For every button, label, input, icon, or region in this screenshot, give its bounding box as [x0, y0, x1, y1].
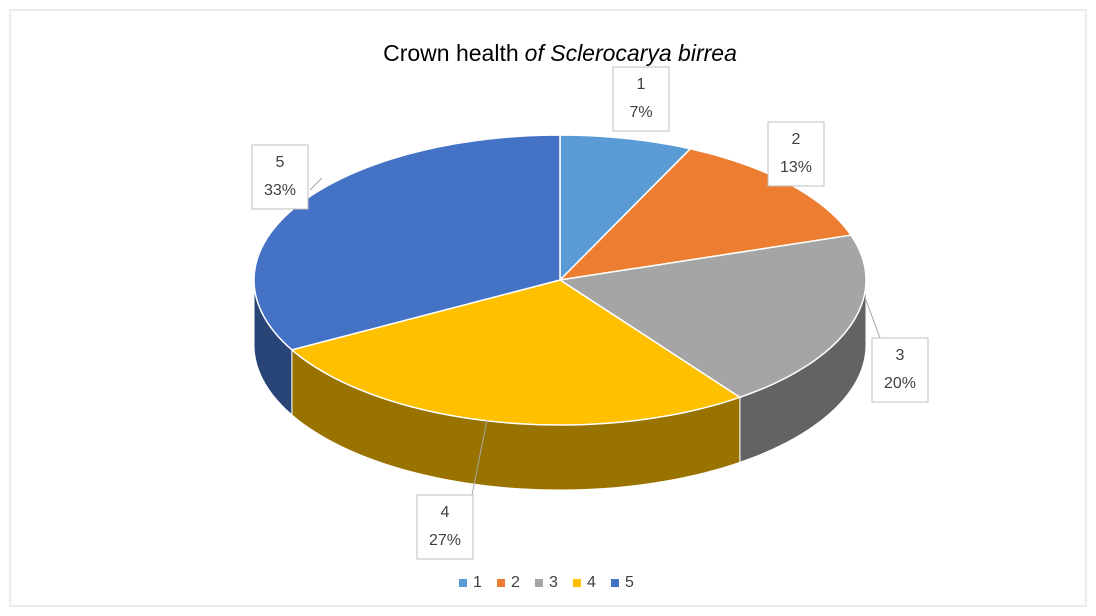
label-box — [416, 494, 474, 560]
title-italic: of Sclerocarya birrea — [525, 40, 737, 66]
legend-swatch — [497, 579, 505, 587]
slice — [559, 134, 692, 282]
legend-swatch — [459, 579, 467, 587]
label-category: 1 — [637, 76, 646, 93]
label-box — [251, 144, 309, 210]
label-category: 3 — [896, 347, 905, 364]
leader-line — [309, 177, 323, 191]
label-category: 2 — [792, 131, 801, 148]
legend-swatch — [611, 579, 619, 587]
title-plain: Crown health — [383, 40, 519, 66]
label-value: 20% — [884, 375, 916, 392]
legend-label: 4 — [587, 574, 596, 591]
slice — [557, 234, 867, 399]
label-value: 27% — [429, 532, 461, 549]
label-category: 5 — [276, 154, 285, 171]
legend-label: 1 — [473, 574, 482, 591]
label-value: 7% — [629, 104, 652, 121]
legend-swatch — [535, 579, 543, 587]
label-box — [767, 121, 825, 187]
label-box — [612, 66, 670, 132]
label-box — [871, 337, 929, 403]
leader-line — [865, 299, 881, 339]
legend-label: 2 — [511, 574, 520, 591]
chart-title: Crown health of Sclerocarya birrea — [383, 40, 737, 66]
legend-label: 5 — [625, 574, 634, 591]
label-value: 13% — [780, 159, 812, 176]
label-category: 4 — [441, 504, 450, 521]
label-value: 33% — [264, 182, 296, 199]
slice — [290, 279, 742, 426]
leader-line — [471, 419, 488, 496]
legend-label: 3 — [549, 574, 558, 591]
legend-swatch — [573, 579, 581, 587]
